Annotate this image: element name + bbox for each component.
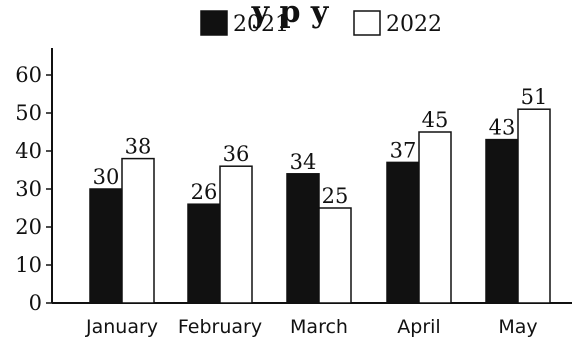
y-tick-label: 20: [15, 215, 42, 239]
data-label-2021-january: 30: [93, 165, 120, 189]
y-tick-label: 10: [15, 253, 42, 277]
legend-label-2021: 2021: [233, 12, 289, 37]
y-tick-label: 40: [15, 139, 42, 163]
chart-title: y p y: [251, 0, 330, 30]
bar-2021-march: [286, 173, 320, 304]
data-label-2022-january: 38: [125, 135, 152, 159]
x-tick-label-may: May: [498, 316, 537, 338]
legend: 2021 2022: [200, 10, 442, 37]
x-tick-labels: January February March April May: [85, 316, 538, 338]
bar-2022-february: [219, 165, 253, 304]
x-tick-label-march: March: [290, 316, 348, 338]
x-tick-label-april: April: [397, 316, 440, 338]
legend-label-2022: 2022: [386, 12, 442, 37]
y-tick-label: 0: [29, 291, 42, 315]
data-label-2021-may: 43: [489, 116, 516, 140]
bar-2021-february: [187, 203, 221, 304]
y-ticks: 0 10 20 30 40 50 60: [15, 63, 52, 315]
y-tick-label: 50: [15, 101, 42, 125]
y-tick-label: 30: [15, 177, 42, 201]
x-tick-label-february: February: [178, 316, 262, 338]
y-tick-label: 60: [15, 63, 42, 87]
data-label-2022-february: 36: [223, 142, 250, 166]
bar-2022-april: [418, 131, 452, 304]
data-label-2021-february: 26: [191, 180, 218, 204]
legend-swatch-2021: [200, 10, 228, 36]
bar-2022-march: [318, 207, 352, 304]
bar-2021-january: [89, 188, 123, 304]
data-label-2022-march: 25: [322, 184, 349, 208]
data-label-2021-april: 37: [390, 138, 417, 162]
data-label-2022-may: 51: [521, 85, 548, 109]
bar-2022-may: [517, 108, 551, 304]
bar-2022-january: [121, 157, 155, 304]
data-label-2021-march: 34: [290, 150, 317, 174]
legend-swatch-2022: [353, 10, 381, 36]
bars: [89, 108, 551, 304]
data-label-2022-april: 45: [422, 108, 449, 132]
bar-2021-may: [485, 138, 519, 304]
bar-2021-april: [386, 161, 420, 304]
x-tick-label-january: January: [85, 316, 158, 338]
